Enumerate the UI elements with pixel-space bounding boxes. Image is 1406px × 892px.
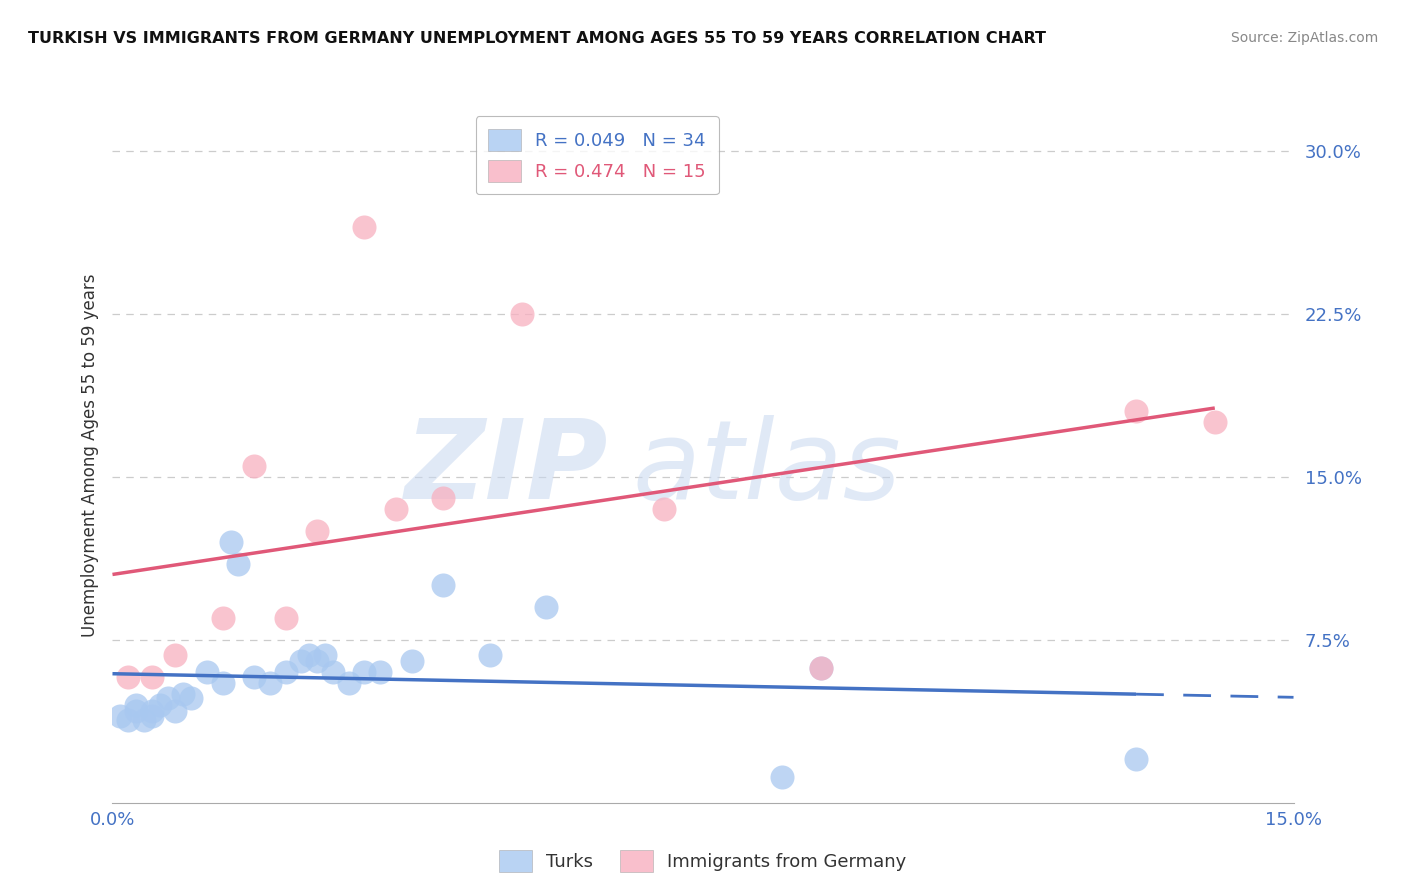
Point: [243, 458, 266, 473]
Point: [353, 665, 375, 680]
Text: ZIP: ZIP: [405, 416, 609, 523]
Point: [290, 655, 312, 669]
Point: [141, 708, 163, 723]
Point: [180, 691, 202, 706]
Point: [110, 708, 132, 723]
Point: [810, 661, 832, 675]
Point: [510, 307, 533, 321]
Point: [117, 670, 139, 684]
Point: [165, 648, 187, 662]
Point: [132, 713, 155, 727]
Point: [165, 705, 187, 719]
Point: [307, 655, 329, 669]
Point: [149, 698, 172, 712]
Point: [141, 670, 163, 684]
Point: [125, 698, 148, 712]
Point: [1125, 752, 1147, 766]
Point: [117, 713, 139, 727]
Point: [259, 676, 281, 690]
Point: [228, 557, 250, 571]
Point: [337, 676, 360, 690]
Point: [274, 665, 297, 680]
Point: [322, 665, 344, 680]
Text: atlas: atlas: [633, 416, 901, 523]
Point: [432, 578, 454, 592]
Point: [1204, 415, 1226, 429]
Point: [770, 770, 793, 784]
Point: [401, 655, 423, 669]
Point: [211, 611, 233, 625]
Text: Source: ZipAtlas.com: Source: ZipAtlas.com: [1230, 31, 1378, 45]
Point: [156, 691, 179, 706]
Point: [534, 600, 557, 615]
Point: [1125, 404, 1147, 418]
Point: [219, 535, 242, 549]
Point: [172, 687, 194, 701]
Point: [243, 670, 266, 684]
Point: [432, 491, 454, 506]
Point: [298, 648, 321, 662]
Point: [314, 648, 336, 662]
Point: [479, 648, 502, 662]
Point: [652, 502, 675, 516]
Y-axis label: Unemployment Among Ages 55 to 59 years: Unemployment Among Ages 55 to 59 years: [80, 273, 98, 637]
Point: [211, 676, 233, 690]
Legend: Turks, Immigrants from Germany: Turks, Immigrants from Germany: [486, 837, 920, 884]
Point: [368, 665, 391, 680]
Point: [810, 661, 832, 675]
Point: [141, 705, 163, 719]
Text: TURKISH VS IMMIGRANTS FROM GERMANY UNEMPLOYMENT AMONG AGES 55 TO 59 YEARS CORREL: TURKISH VS IMMIGRANTS FROM GERMANY UNEMP…: [28, 31, 1046, 46]
Point: [353, 219, 375, 234]
Point: [274, 611, 297, 625]
Point: [125, 705, 148, 719]
Point: [307, 524, 329, 538]
Point: [385, 502, 408, 516]
Point: [195, 665, 218, 680]
